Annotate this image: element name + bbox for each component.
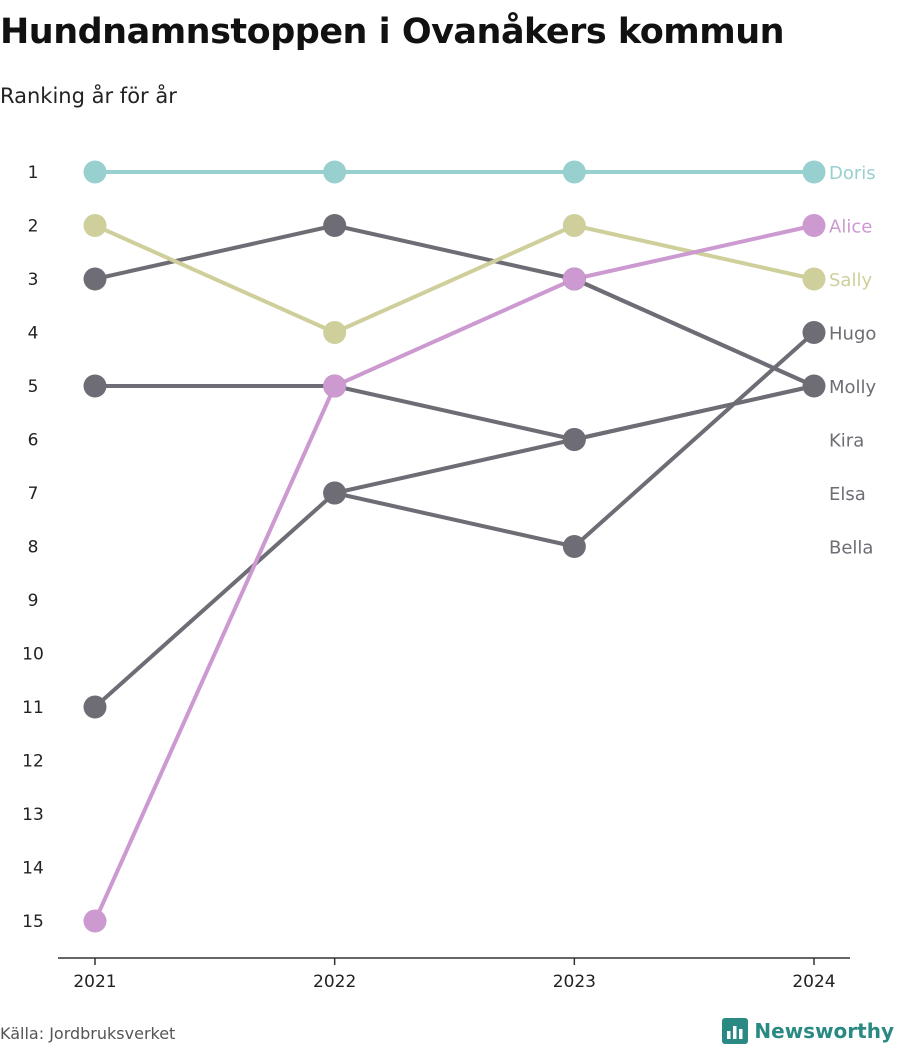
data-point-bella xyxy=(83,695,107,719)
brand-name: Newsworthy xyxy=(754,1019,894,1043)
data-point-alice xyxy=(323,374,347,398)
data-point-hugo xyxy=(802,321,826,344)
data-point-alice xyxy=(562,267,586,291)
data-point-sally xyxy=(323,321,347,344)
y-tick-label: 12 xyxy=(22,752,44,772)
x-axis-ticks: 2021 2022 2023 2024 xyxy=(73,958,836,992)
data-point-alice xyxy=(83,909,107,933)
end-label-kira: Kira xyxy=(829,431,864,452)
end-label-hugo: Hugo xyxy=(829,324,876,345)
data-point-bella xyxy=(562,428,586,451)
end-label-alice: Alice xyxy=(829,217,872,238)
data-point-sally xyxy=(83,214,107,237)
end-labels: Doris Alice Sally Hugo Molly Kira Elsa Bella xyxy=(829,163,877,559)
y-tick-label: 10 xyxy=(22,645,44,665)
data-point-elsa xyxy=(83,374,107,398)
x-tick-label: 2022 xyxy=(313,972,356,992)
y-tick-label: 1 xyxy=(28,163,39,183)
y-tick-label: 2 xyxy=(28,217,39,237)
y-tick-label: 8 xyxy=(28,538,39,558)
y-tick-label: 5 xyxy=(28,377,39,397)
end-label-sally: Sally xyxy=(829,270,872,291)
brand-logo[interactable]: Newsworthy xyxy=(722,1018,894,1044)
data-point-hugo xyxy=(323,481,347,505)
y-tick-label: 3 xyxy=(28,270,39,290)
data-point-doris xyxy=(802,160,826,184)
y-tick-label: 7 xyxy=(28,484,39,504)
chart-title: Hundnamnstoppen i Ovanåkers kommun xyxy=(0,12,785,52)
y-tick-label: 9 xyxy=(28,591,39,611)
series-points xyxy=(83,160,826,933)
y-tick-label: 6 xyxy=(28,431,39,451)
x-tick-label: 2023 xyxy=(553,972,596,992)
x-tick-label: 2021 xyxy=(73,972,116,992)
series-line-bella xyxy=(93,384,816,709)
data-point-kira xyxy=(323,214,347,237)
y-tick-label: 13 xyxy=(22,805,44,825)
y-tick-label: 14 xyxy=(22,859,44,879)
y-tick-label: 15 xyxy=(22,912,44,932)
series-line-sally xyxy=(93,223,816,335)
data-point-doris xyxy=(83,160,107,184)
data-point-hugo xyxy=(562,535,586,558)
series-line-molly xyxy=(572,277,816,388)
end-label-doris: Doris xyxy=(829,163,876,184)
data-point-molly xyxy=(802,374,826,398)
end-label-bella: Bella xyxy=(829,538,873,559)
data-point-sally xyxy=(802,267,826,291)
y-tick-label: 11 xyxy=(22,698,44,718)
data-point-kira xyxy=(83,267,107,291)
source-note: Källa: Jordbruksverket xyxy=(0,1024,176,1043)
end-label-molly: Molly xyxy=(829,377,877,398)
data-point-doris xyxy=(323,160,347,184)
chart-subtitle: Ranking år för år xyxy=(0,84,177,108)
data-point-alice xyxy=(802,214,826,237)
end-label-elsa: Elsa xyxy=(829,484,866,505)
x-tick-label: 2024 xyxy=(792,972,835,992)
data-point-doris xyxy=(562,160,586,184)
series-lines xyxy=(93,170,816,923)
data-point-sally xyxy=(562,214,586,237)
bar-chart-icon xyxy=(722,1018,749,1044)
y-tick-label: 4 xyxy=(28,324,39,344)
series-line-alice xyxy=(93,223,816,923)
